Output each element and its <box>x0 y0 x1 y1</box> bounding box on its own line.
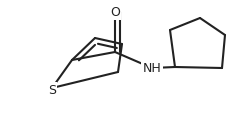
Text: NH: NH <box>143 62 161 75</box>
Text: O: O <box>110 5 120 18</box>
Text: S: S <box>48 83 56 96</box>
